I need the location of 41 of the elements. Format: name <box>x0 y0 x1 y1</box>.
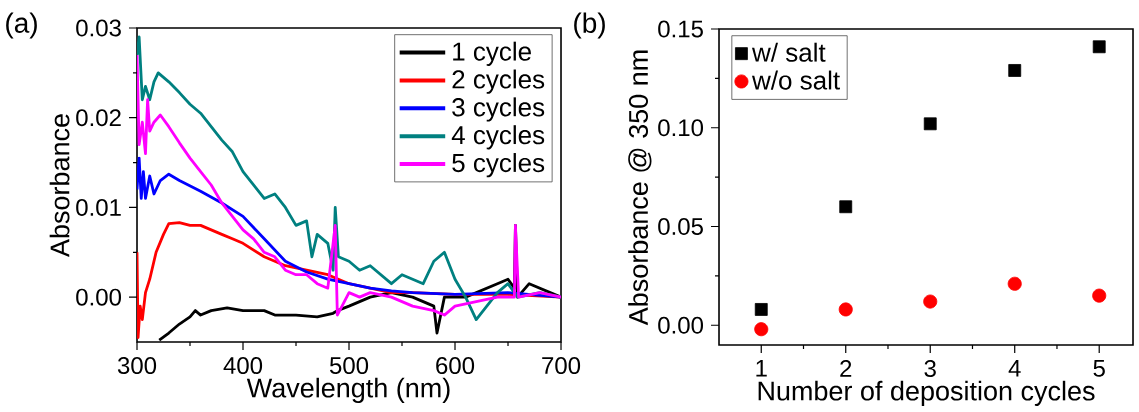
x-tick-label: 600 <box>436 357 475 375</box>
legend-label: 2 cycles <box>452 69 545 94</box>
x-axis-title: Wavelength (nm) <box>246 377 450 403</box>
y-tick-label: 0.03 <box>76 19 121 37</box>
x-tick-label: 5 <box>1093 360 1105 377</box>
x-tick-label: 4 <box>1008 360 1021 377</box>
y-tick-label: 0.02 <box>76 109 121 127</box>
x-tick-label: 500 <box>329 357 369 375</box>
text: (b) <box>574 12 605 39</box>
legend-label: 5 cycles <box>452 153 545 178</box>
point <box>923 117 937 131</box>
point <box>923 294 938 309</box>
x-tick-label: 3 <box>924 360 936 378</box>
x-tick-label: 700 <box>542 357 581 375</box>
point <box>1008 64 1022 77</box>
y-tick-label: 0.15 <box>658 20 703 38</box>
x-axis-title: Number of deposition cycles <box>758 380 1095 406</box>
y-axis-title: Absorbance <box>49 114 70 257</box>
x-tick-label: 2 <box>840 360 852 377</box>
point <box>1092 40 1106 54</box>
y-axis-title: Absorbance @ 350 nm <box>628 50 652 326</box>
x-tick-label: 400 <box>223 357 263 375</box>
legend-label: 4 cycles <box>451 125 545 150</box>
x-tick-label: 1 <box>756 360 767 377</box>
point <box>1092 288 1107 303</box>
x-tick-label: 300 <box>117 357 157 375</box>
legend-label: 3 cycles <box>452 97 545 122</box>
y-tick-label: 0.10 <box>658 119 704 137</box>
legend-label: w/o salt <box>752 70 840 90</box>
y-tick-label: 0.00 <box>658 316 704 334</box>
point <box>754 303 768 316</box>
legend-label: 1 cycle <box>453 41 531 66</box>
point <box>839 200 853 214</box>
point <box>1007 276 1022 291</box>
y-tick-label: 0.00 <box>76 288 122 306</box>
y-tick-label: 0.01 <box>76 198 121 216</box>
point <box>754 322 769 337</box>
legend-label: w/ salt <box>752 42 826 62</box>
point <box>838 302 853 317</box>
text: (a) <box>6 12 37 39</box>
y-tick-label: 0.05 <box>658 218 703 235</box>
